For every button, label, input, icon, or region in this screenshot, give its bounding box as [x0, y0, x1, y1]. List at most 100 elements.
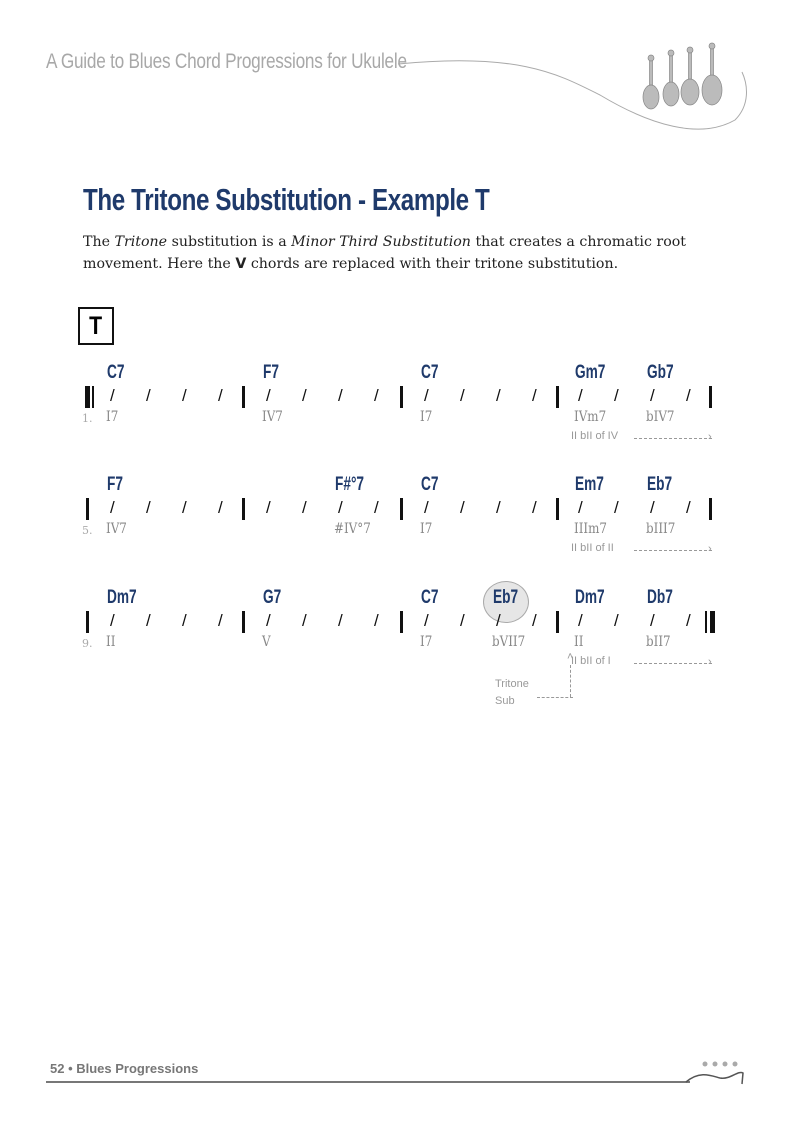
- bar-line: [400, 611, 403, 633]
- header-swoosh: [397, 42, 747, 130]
- page-title: The Tritone Substitution - Example T: [83, 182, 490, 217]
- beat-slash: /: [182, 386, 187, 405]
- intro-text: substitution is a: [167, 234, 292, 250]
- beat-slash: /: [650, 498, 655, 517]
- beat-slash: /: [110, 611, 115, 630]
- roman-numeral: I7: [420, 634, 433, 650]
- beat-slash: /: [496, 386, 501, 405]
- roman-numeral: I7: [420, 521, 433, 537]
- arrow-up-icon: ˄: [567, 651, 574, 663]
- substitution-note: II bII of II: [571, 542, 614, 554]
- bar-line: [86, 611, 89, 633]
- intro-term: Minor Third Substitution: [291, 234, 471, 250]
- beat-slash: /: [110, 386, 115, 405]
- roman-numeral: II: [574, 634, 584, 650]
- beat-slash: /: [266, 611, 271, 630]
- chord-symbol: C7: [107, 362, 125, 383]
- beat-slash: /: [424, 611, 429, 630]
- beat-slash: /: [460, 386, 465, 405]
- measure-number: 9.: [82, 637, 93, 650]
- beat-slash: /: [650, 611, 655, 630]
- arrow-head-icon: ›: [708, 656, 712, 668]
- beat-slash: /: [146, 386, 151, 405]
- beat-slash: /: [532, 611, 537, 630]
- tritone-sub-label: Sub: [495, 695, 515, 707]
- chord-symbol: Eb7: [493, 587, 519, 608]
- dashed-arrow: [634, 550, 712, 551]
- beat-slash: /: [218, 611, 223, 630]
- beat-slash: /: [182, 611, 187, 630]
- bar-line: [242, 386, 245, 408]
- chord-symbol: Dm7: [107, 587, 137, 608]
- chord-symbol: F7: [107, 474, 123, 495]
- intro-text: The: [83, 234, 115, 250]
- roman-numeral: I7: [420, 409, 433, 425]
- roman-numeral: #IV°7: [334, 521, 371, 537]
- bar-line: [705, 611, 707, 633]
- beat-slash: /: [496, 611, 501, 630]
- arrow-head-icon: ›: [708, 543, 712, 555]
- chord-symbol: G7: [263, 587, 282, 608]
- bar-line: [556, 498, 559, 520]
- bar-line: [86, 498, 89, 520]
- beat-slash: /: [302, 498, 307, 517]
- beat-slash: /: [686, 386, 691, 405]
- chord-symbol: C7: [421, 362, 439, 383]
- highlight-circle: [483, 581, 529, 623]
- dots-icon: [702, 1061, 738, 1067]
- beat-slash: /: [302, 611, 307, 630]
- intro-text: chords are replaced with their tritone s…: [246, 256, 619, 272]
- chord-symbol: Eb7: [647, 474, 673, 495]
- measure-number: 5.: [82, 524, 93, 537]
- repeat-start-bar: [85, 386, 90, 408]
- example-label-box: T: [78, 307, 114, 345]
- beat-slash: /: [614, 498, 619, 517]
- chord-symbol: F7: [263, 362, 279, 383]
- chord-symbol: Dm7: [575, 587, 605, 608]
- beat-slash: /: [578, 611, 583, 630]
- beat-slash: /: [460, 498, 465, 517]
- beat-slash: /: [686, 611, 691, 630]
- beat-slash: /: [424, 386, 429, 405]
- roman-numeral: bIII7: [646, 521, 676, 537]
- beat-slash: /: [338, 611, 343, 630]
- beat-slash: /: [182, 498, 187, 517]
- roman-numeral: bII7: [646, 634, 671, 650]
- beat-slash: /: [266, 498, 271, 517]
- intro-chord: V: [235, 256, 247, 272]
- measure-number: 1.: [82, 412, 93, 425]
- footer-rule: [46, 1061, 744, 1085]
- beat-slash: /: [218, 386, 223, 405]
- beat-slash: /: [424, 498, 429, 517]
- intro-text: that creates a chromatic root movement. …: [83, 234, 686, 272]
- arrow-head-icon: ›: [708, 431, 712, 443]
- beat-slash: /: [146, 611, 151, 630]
- beat-slash: /: [532, 386, 537, 405]
- roman-numeral: IV7: [262, 409, 283, 425]
- beat-slash: /: [302, 386, 307, 405]
- roman-numeral: IVm7: [574, 409, 607, 425]
- page-footer: 52 • Blues Progressions: [50, 1061, 199, 1076]
- beat-slash: /: [460, 611, 465, 630]
- bar-line: [242, 498, 245, 520]
- substitution-note: II bII of IV: [571, 430, 619, 442]
- dashed-connector: [537, 697, 573, 698]
- beat-slash: /: [374, 498, 379, 517]
- bar-line: [92, 386, 94, 408]
- beat-slash: /: [110, 498, 115, 517]
- beat-slash: /: [374, 386, 379, 405]
- chord-symbol: Gm7: [575, 362, 606, 383]
- roman-numeral: II: [106, 634, 116, 650]
- substitution-note: II bII of I: [571, 655, 611, 667]
- beat-slash: /: [578, 386, 583, 405]
- roman-numeral: bIV7: [646, 409, 675, 425]
- bar-line: [400, 386, 403, 408]
- beat-slash: /: [686, 498, 691, 517]
- chord-symbol: C7: [421, 474, 439, 495]
- roman-numeral: V: [262, 634, 271, 650]
- repeat-end-bar: [710, 611, 715, 633]
- beat-slash: /: [532, 498, 537, 517]
- roman-numeral: bVII7: [492, 634, 526, 650]
- chord-symbol: C7: [421, 587, 439, 608]
